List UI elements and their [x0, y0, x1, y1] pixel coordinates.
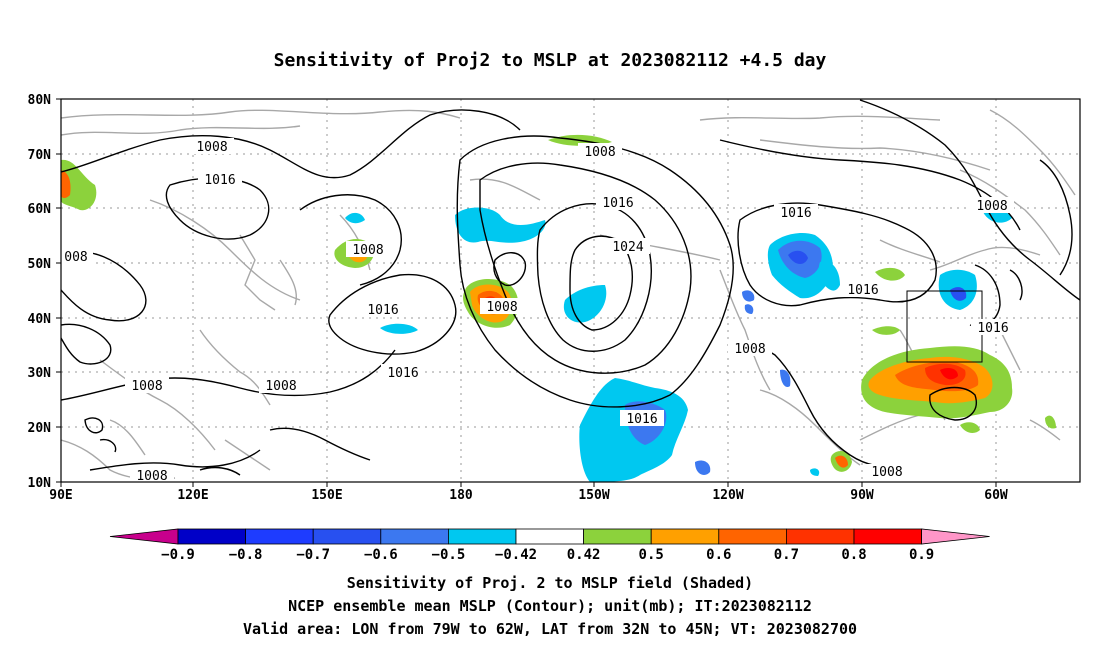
colorbar-segment — [515, 528, 584, 545]
mslp-contours — [61, 99, 1080, 476]
contour-label: 1008 — [190, 138, 234, 155]
svg-text:1008: 1008 — [136, 469, 167, 484]
contour-label: 1008 — [578, 143, 622, 160]
svg-text:1008: 1008 — [734, 342, 765, 357]
contour-label: 1016 — [381, 364, 425, 381]
contour-label: 1008 — [865, 464, 909, 480]
colorbar-high-end — [921, 528, 990, 545]
lon-label: 180 — [449, 488, 473, 503]
contour-label: 1008 — [130, 468, 174, 484]
colorbar-segment — [380, 528, 449, 545]
svg-text:1008: 1008 — [265, 379, 296, 394]
contour-label: 1008 — [259, 377, 303, 394]
caption-line-2: NCEP ensemble mean MSLP (Contour); unit(… — [288, 597, 812, 615]
colorbar-segment — [650, 528, 720, 545]
svg-text:1016: 1016 — [602, 196, 633, 211]
svg-text:1016: 1016 — [977, 321, 1008, 336]
colorbar-label: −0.9 — [161, 547, 195, 563]
colorbar-label: 0.6 — [706, 547, 731, 563]
colorbar-label: −0.7 — [296, 547, 330, 563]
colorbar-label: −0.5 — [432, 547, 466, 563]
svg-text:1008: 1008 — [352, 243, 383, 258]
colorbar-label: −0.8 — [229, 547, 263, 563]
contour-label: 1008 — [346, 241, 390, 258]
colorbar-segment — [177, 528, 246, 545]
contour-label: 1016 — [971, 319, 1015, 336]
colorbar-label: 0.7 — [774, 547, 799, 563]
svg-text:1008: 1008 — [486, 300, 517, 315]
contour-label: 1024 — [606, 238, 650, 255]
colorbar-label: 0.5 — [639, 547, 664, 563]
svg-text:1016: 1016 — [387, 366, 418, 381]
colorbar-label: 0.8 — [841, 547, 866, 563]
contour-label: 1016 — [841, 281, 885, 298]
colorbar-label: 0.42 — [567, 547, 601, 563]
colorbar-segment — [718, 528, 787, 545]
colorbar-label: −0.6 — [364, 547, 398, 563]
longitude-labels: 90E 120E 150E 180 150W 120W 90W 60W — [49, 488, 1008, 503]
lat-label: 10N — [28, 476, 52, 491]
contour-label: 1008 — [480, 298, 524, 315]
axis-ticks — [56, 98, 997, 487]
lon-label: 120W — [712, 488, 743, 503]
svg-text:1016: 1016 — [780, 206, 811, 221]
colorbar: −0.9 −0.8 −0.7 −0.6 −0.5 −0.42 0.42 0.5 0.6 0.7 0.… — [109, 528, 990, 563]
lat-label: 20N — [28, 421, 52, 436]
svg-text:1008: 1008 — [196, 140, 227, 155]
lat-label: 50N — [28, 257, 52, 272]
svg-text:008: 008 — [64, 250, 87, 265]
lat-label: 30N — [28, 366, 52, 381]
svg-text:1008: 1008 — [131, 379, 162, 394]
lon-label: 90W — [850, 488, 874, 503]
lat-label: 60N — [28, 202, 52, 217]
lat-label: 40N — [28, 312, 52, 327]
map-frame — [60, 98, 1081, 483]
colorbar-segment — [853, 528, 922, 545]
colorbar-segment — [583, 528, 652, 545]
colorbar-segment — [786, 528, 855, 545]
contour-label: 1016 — [198, 171, 242, 188]
lat-label: 80N — [28, 93, 52, 108]
contour-label: 008 — [61, 248, 93, 265]
svg-text:1016: 1016 — [367, 303, 398, 318]
contour-labels: 1008 1016 1008 008 1008 1016 1008 1008 1… — [61, 138, 1015, 484]
svg-text:1008: 1008 — [871, 465, 902, 480]
caption-line-1: Sensitivity of Proj. 2 to MSLP field (Sh… — [346, 574, 754, 592]
contour-label: 1016 — [596, 194, 640, 211]
latitude-labels: 80N 70N 60N 50N 40N 30N 20N 10N — [28, 93, 52, 491]
contour-label: 1016 — [361, 301, 405, 318]
colorbar-label: −0.42 — [495, 547, 537, 563]
shaded-sensitivity — [61, 134, 1056, 482]
colorbar-low-end — [109, 528, 179, 545]
lat-label: 70N — [28, 148, 52, 163]
lon-label: 150E — [311, 488, 342, 503]
contour-label: 1016 — [774, 204, 818, 221]
colorbar-segment — [245, 528, 314, 545]
svg-text:1016: 1016 — [626, 412, 657, 427]
colorbar-segment — [447, 528, 517, 545]
svg-text:1008: 1008 — [584, 145, 615, 160]
svg-text:1016: 1016 — [847, 283, 878, 298]
contour-label: 1008 — [728, 340, 772, 357]
map-title: Sensitivity of Proj2 to MSLP at 20230821… — [273, 50, 827, 71]
colorbar-segment — [312, 528, 382, 545]
svg-text:1016: 1016 — [204, 173, 235, 188]
contour-label: 1008 — [125, 377, 169, 394]
svg-text:1024: 1024 — [612, 240, 643, 255]
contour-label: 1008 — [970, 197, 1014, 214]
lon-label: 120E — [177, 488, 208, 503]
colorbar-label: 0.9 — [909, 547, 934, 563]
contour-label: 1016 — [620, 410, 664, 427]
lon-label: 90E — [49, 488, 72, 503]
lon-label: 60W — [984, 488, 1008, 503]
caption-line-3: Valid area: LON from 79W to 62W, LAT fro… — [242, 620, 858, 638]
svg-text:1008: 1008 — [976, 199, 1007, 214]
lon-label: 150W — [578, 488, 609, 503]
